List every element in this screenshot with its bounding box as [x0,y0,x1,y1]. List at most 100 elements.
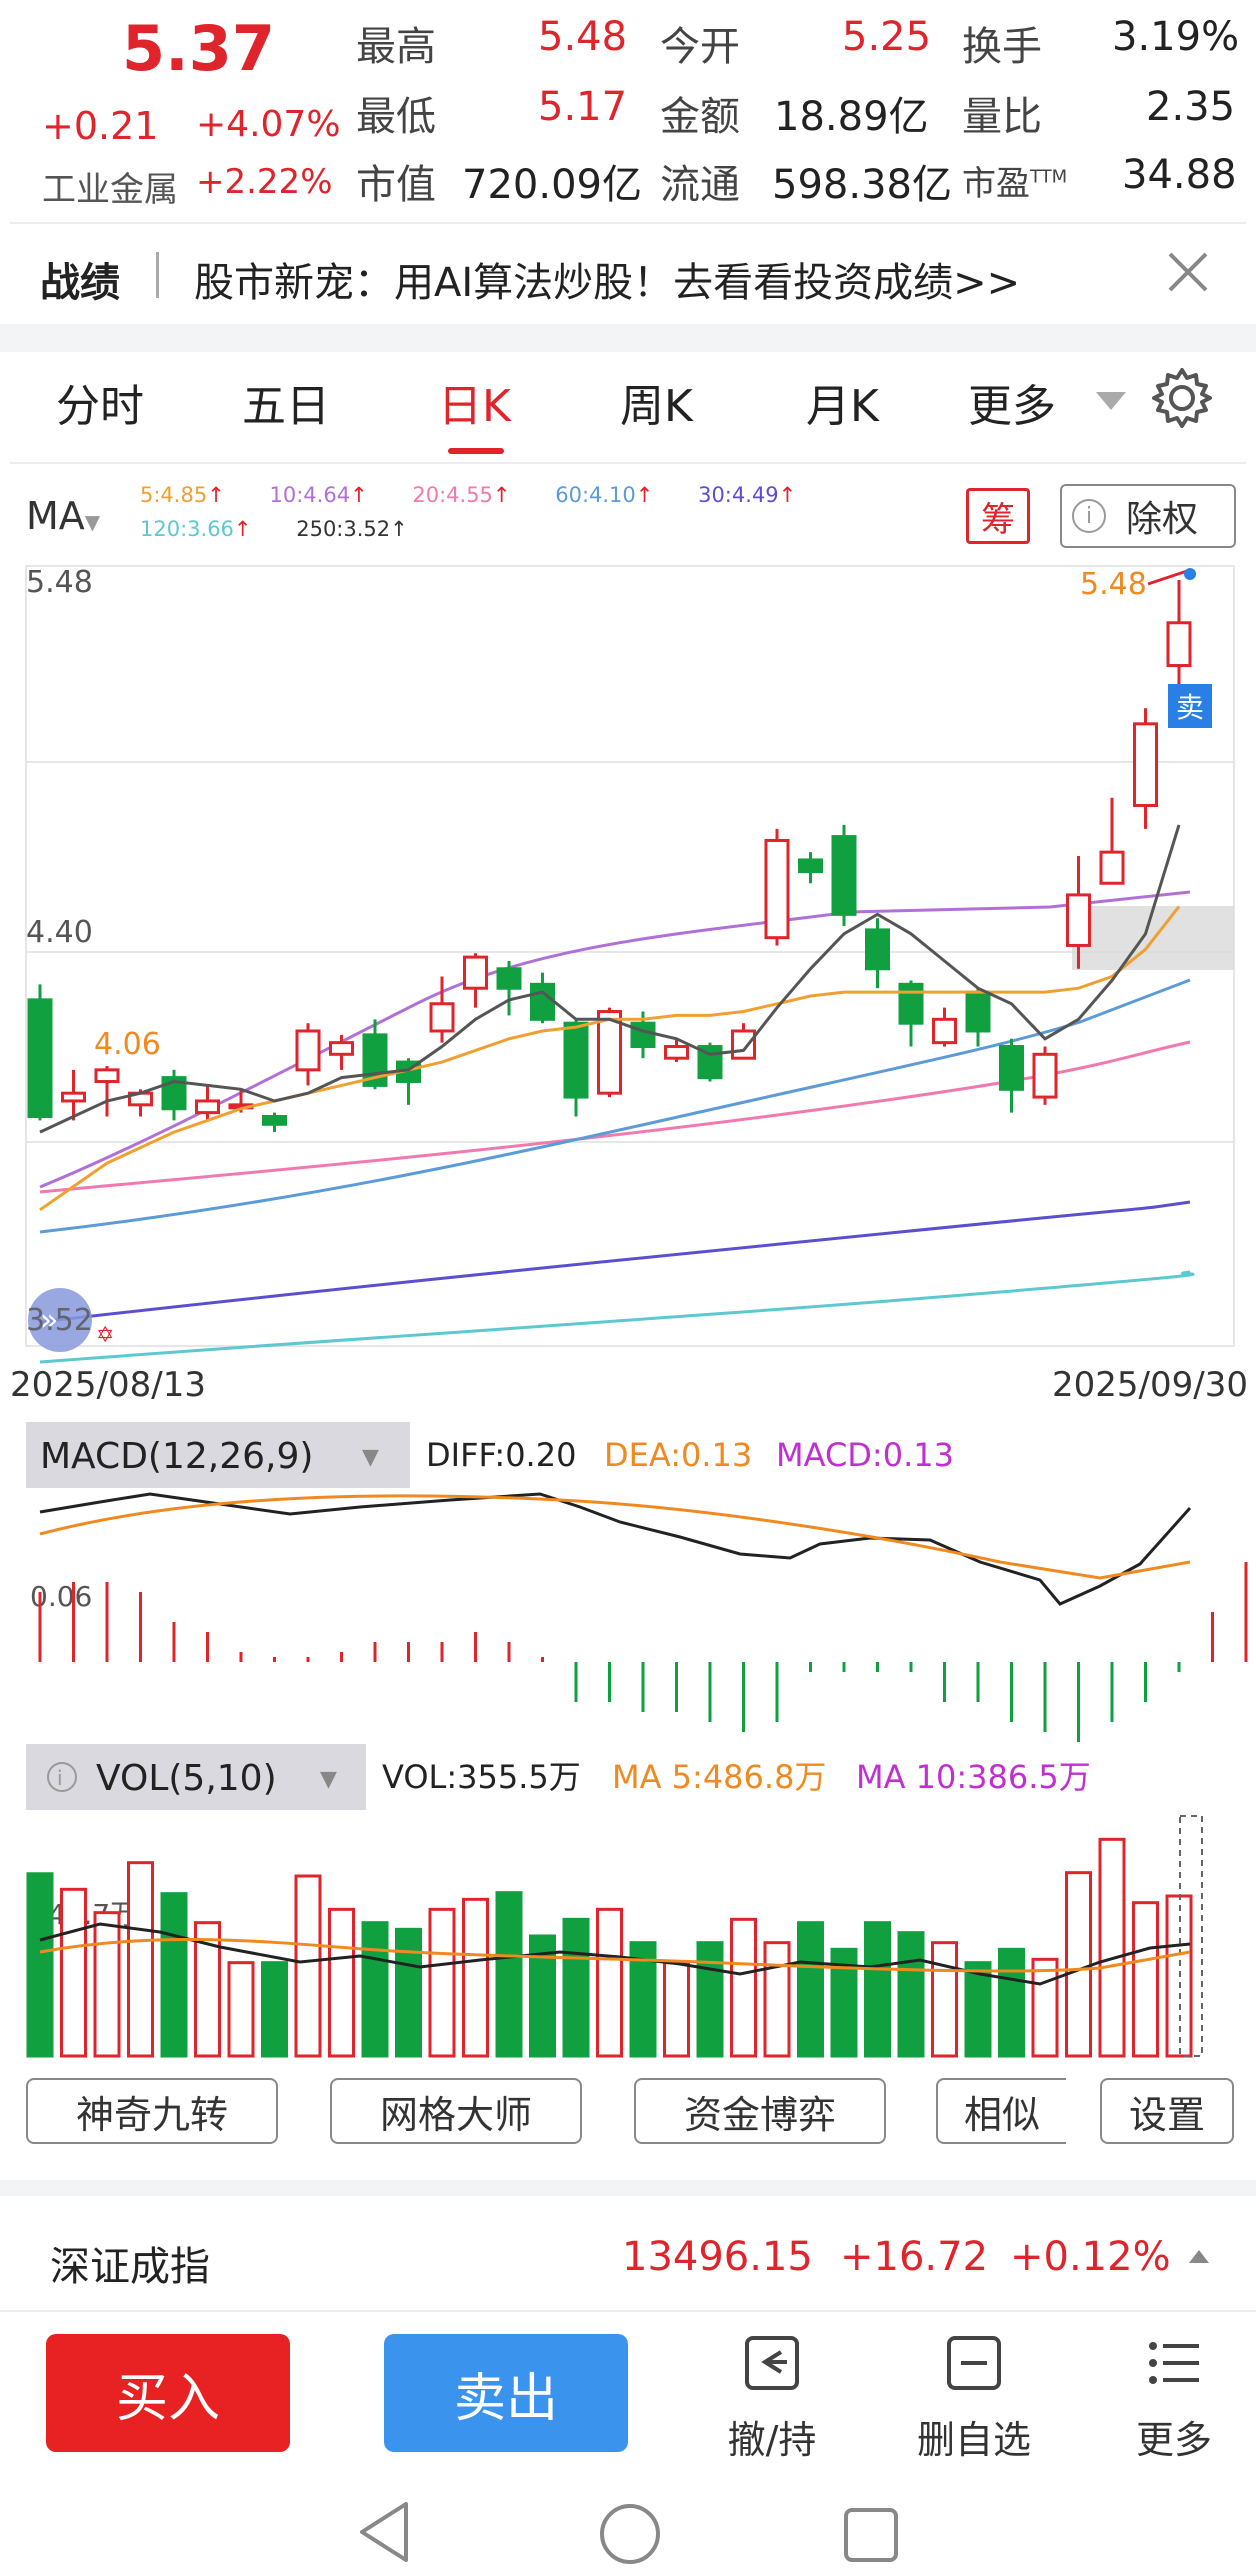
adjust-button[interactable]: i 除权 [1060,484,1236,548]
close-icon[interactable] [1158,242,1218,302]
volume-bar [361,1921,389,2058]
ma-selector[interactable]: MA▼ [26,494,100,538]
volume-bars [26,1837,1193,2058]
candle-body [1099,850,1125,885]
pe-label[interactable]: 市盈TTM [962,156,1067,205]
candle-body [195,1099,220,1115]
candle-body [898,982,924,1025]
sell-signal-marker[interactable] [1168,684,1212,728]
chip-distribution-button[interactable]: 筹 [966,488,1030,544]
tab-five-day[interactable]: 五日 [242,381,330,432]
index-ticker[interactable]: 深证成指 13496.15 +16.72 +0.12% [0,2180,1256,2326]
vol-ma10: MA 10:386.5万 [856,1758,1091,1796]
chevron-down-icon[interactable] [1094,390,1128,416]
vol-ma10-line [39,1937,1191,1973]
pe-label-text: 市盈 [962,164,1030,204]
volume-bar [294,1874,322,2058]
current-price: 5.37 [122,12,275,85]
banner-tag: 战绩 [40,260,120,306]
volume-bar [1132,1901,1159,2058]
tab-weekly-k[interactable]: 周K [620,381,693,432]
candle-body [1032,1052,1058,1099]
vol-info-icon[interactable] [47,1762,77,1792]
ma30-legend: 30:4.49↑ [698,483,797,507]
candle-body [530,982,555,1021]
nav-more-label: 更多 [1135,2418,1212,2462]
macd-histogram [38,1562,1248,1742]
date-start: 2025/08/13 [10,1365,206,1405]
volume-bar [629,1941,657,2058]
system-recents-icon[interactable] [842,2506,900,2568]
tool-fund-game[interactable]: 资金博弈 [634,2078,886,2144]
float-cap-value: 598.38亿 [772,162,952,208]
volume-bar [730,1917,757,2058]
index-value: 13496.15 [622,2234,813,2280]
expand-bubble[interactable] [28,1288,92,1352]
candle-body [764,838,790,940]
volume-ratio-value: 2.35 [1146,84,1236,130]
banner-text[interactable]: 股市新宠：用AI算法炒股！去看看投资成绩>> [194,260,1021,306]
sell-button[interactable]: 卖出 [384,2334,628,2452]
volume-bar [462,1897,489,2058]
nav-remove-watch[interactable]: 删自选 [914,2332,1034,2464]
volume-bar [261,1961,288,2058]
sector-name[interactable]: 工业金属 [42,170,178,210]
volume-bar [931,1941,958,2058]
macd-diff-line [39,1492,1192,1606]
macd-dea: DEA:0.13 [604,1436,752,1474]
kline-svg[interactable]: 5.48 4.40 5.48 4.06 卖 » 3.52 ✡ 2025/08/1… [0,462,1256,2062]
ma60-line [39,1040,1191,1194]
nav-more[interactable]: 更多 [1114,2332,1234,2464]
candle-body [27,998,53,1119]
sell-signal-label: 卖 [1176,691,1204,724]
ma120-legend: 120:3.66↑ [140,517,252,541]
open-value: 5.25 [842,14,932,60]
macd-selector-bg[interactable] [26,1422,410,1488]
chevron-up-icon[interactable] [1188,2248,1210,2268]
y-axis-mid: 4.40 [26,915,93,950]
expand-chevron-icon: » [40,1303,58,1338]
volume-forecast-bar [1179,1815,1203,2057]
gear-icon[interactable] [1150,366,1214,434]
ma60-legend: 60:4.10↑ [555,483,654,507]
vol-info-icon-glyph: i [57,1766,63,1790]
tool-nine-turn[interactable]: 神奇九转 [26,2078,278,2144]
macd-label: MACD(12,26,9) [40,1436,313,1477]
tab-intraday[interactable]: 分时 [56,381,144,432]
volume-bar [1031,1957,1059,2058]
star-marker-icon: ✡ [96,1323,114,1348]
candle-body [831,835,857,916]
amount-label: 金额 [660,94,740,140]
promo-banner[interactable]: 战绩 股市新宠：用AI算法炒股！去看看投资成绩>> [10,222,1246,326]
index-pct: +0.12% [1010,2234,1171,2280]
kline-grid [25,565,1235,1347]
open-label: 今开 [660,24,740,70]
ma10-legend: 10:4.64↑ [269,483,368,507]
last-price-dot [1184,568,1196,580]
remove-watch-icon [947,2336,1001,2390]
ma5-legend: 5:4.85↑ [140,483,225,507]
tool-grid-master[interactable]: 网格大师 [330,2078,582,2144]
system-home-icon[interactable] [598,2502,662,2570]
tab-daily-k[interactable]: 日K [438,381,511,432]
tool-similar[interactable]: 相似 [936,2078,1066,2144]
buy-button[interactable]: 买入 [46,2334,290,2452]
nav-withdraw-label: 撤/持 [727,2418,817,2462]
candle-body [731,1029,756,1060]
tab-more[interactable]: 更多 [968,381,1056,432]
date-end: 2025/09/30 [1052,1365,1248,1405]
vol-selector-bg[interactable] [26,1744,366,1810]
tab-monthly-k[interactable]: 月K [806,381,879,432]
pe-value: 34.88 [1122,152,1237,198]
nav-withdraw[interactable]: 撤/持 [712,2332,832,2464]
volume-bar [93,1911,121,2058]
candle-body [1066,893,1091,947]
candle-body [932,1017,957,1045]
sector-pct: +2.22% [196,162,333,202]
system-back-icon[interactable] [356,2500,412,2568]
candle-body [496,967,522,990]
volume-bar [596,1907,623,2058]
candle-body [329,1041,354,1056]
tool-settings[interactable]: 设置 [1100,2078,1234,2144]
volume-bar [998,1947,1025,2058]
